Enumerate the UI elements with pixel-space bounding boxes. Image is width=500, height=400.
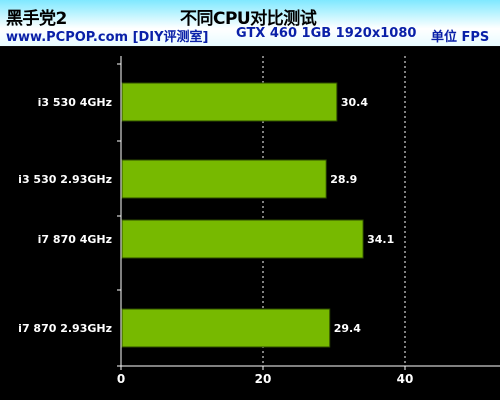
- x-tick-label: 20: [255, 372, 272, 386]
- data-label: 34.1: [367, 233, 394, 246]
- test-config: GTX 460 1GB 1920x1080: [236, 26, 417, 41]
- bar: [121, 308, 331, 348]
- data-label: 30.4: [341, 96, 368, 109]
- bar: [121, 82, 338, 122]
- bar: [121, 219, 364, 259]
- game-title: 黑手党2: [6, 9, 67, 29]
- category-label: i3 530 2.93GHz: [18, 173, 112, 186]
- bar-chart: 30.4 i3 530 4GHz 28.9 i3 530 2.93GHz 34.1 i7 …: [18, 56, 500, 386]
- chart-title: 不同CPU对比测试: [180, 9, 317, 29]
- site-label: www.PCPOP.com [DIY评测室]: [6, 30, 209, 45]
- data-label: 28.9: [330, 173, 357, 186]
- data-label: 29.4: [334, 322, 361, 335]
- chart-header: 黑手党2 不同CPU对比测试 www.PCPOP.com [DIY评测室] GT…: [0, 0, 500, 47]
- unit-label: 单位 FPS: [431, 30, 490, 45]
- category-label: i7 870 2.93GHz: [18, 322, 112, 335]
- x-tick-label: 40: [397, 372, 414, 386]
- x-tick-label: 0: [117, 372, 125, 386]
- bar: [121, 159, 327, 199]
- category-label: i3 530 4GHz: [38, 96, 112, 109]
- category-label: i7 870 4GHz: [38, 233, 112, 246]
